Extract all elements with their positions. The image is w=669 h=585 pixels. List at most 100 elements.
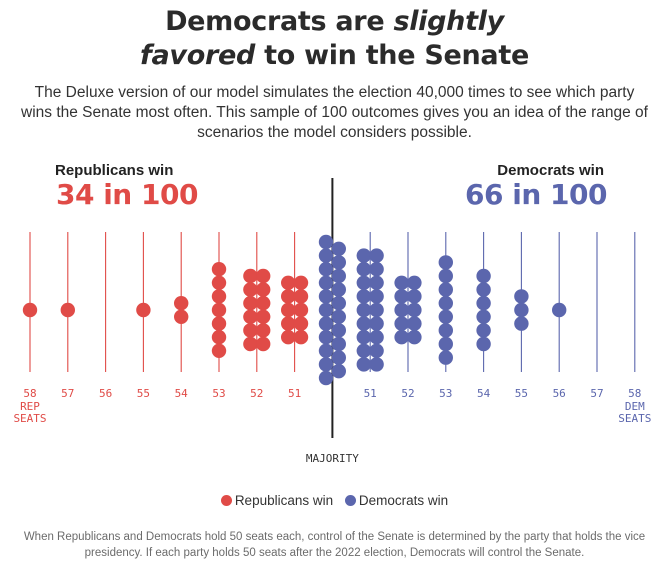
outcome-dot-rep-52 [243, 336, 258, 352]
outcome-dot-rep-51 [293, 289, 309, 304]
outcome-dot-rep-52 [243, 309, 258, 324]
outcome-dot-rep-54 [174, 296, 189, 311]
outcome-dot-dem-50 [331, 268, 346, 284]
outcome-dot-rep-52 [243, 296, 258, 311]
chart-legend: Republicans win Democrats win [0, 493, 669, 508]
outcome-dot-rep-53 [211, 289, 227, 304]
outcome-dot-dem-56 [552, 302, 567, 318]
outcome-dot-dem-53 [438, 268, 453, 284]
outcome-dot-rep-58 [22, 302, 38, 318]
outcome-dot-rep-52 [256, 282, 271, 297]
outcome-dot-dem-52 [394, 330, 409, 345]
outcome-dot-rep-53 [211, 275, 227, 290]
outcome-dot-dem-50 [318, 234, 334, 250]
outcome-dot-dem-52 [407, 330, 422, 345]
chart-title-line-1: Democrats are slightly [0, 6, 669, 37]
outcome-dot-dem-51 [369, 289, 384, 304]
outcome-dot-dem-51 [369, 330, 384, 345]
outcome-dot-rep-52 [256, 323, 271, 338]
dem-seats-label: SEATS [618, 412, 651, 425]
outcome-dot-dem-51 [356, 330, 371, 345]
outcome-dot-dem-52 [407, 316, 422, 331]
outcome-dot-rep-54 [174, 309, 189, 324]
outcome-dot-dem-51 [356, 262, 371, 277]
outcome-dot-dem-52 [407, 275, 422, 290]
tick-label-rep-55: 55 [137, 387, 150, 400]
chart-title-line-2: favored to win the Senate [0, 40, 669, 71]
legend-item-rep: Republicans win [220, 493, 333, 508]
outcome-dot-dem-54 [476, 282, 491, 297]
outcome-dot-rep-53 [211, 302, 227, 318]
tick-label-rep-54: 54 [175, 387, 189, 400]
title-emphasis: slightly [393, 6, 504, 37]
outcome-dot-rep-51 [281, 275, 296, 290]
outcome-dot-dem-52 [394, 302, 409, 318]
outcome-dot-rep-52 [243, 282, 258, 297]
outcome-dot-dem-51 [356, 289, 371, 304]
outcome-dot-dem-51 [356, 316, 371, 331]
outcome-dot-dem-50 [331, 255, 346, 270]
outcome-dot-dem-52 [407, 289, 422, 304]
rep-probability: 34 in 100 [56, 178, 198, 211]
outcome-dot-rep-51 [293, 302, 309, 318]
outcome-dot-dem-54 [476, 323, 491, 338]
legend-item-dem: Democrats win [344, 493, 449, 508]
outcome-dot-dem-52 [394, 316, 409, 331]
tick-label-dem-55: 55 [515, 387, 528, 400]
outcome-dot-dem-50 [331, 296, 346, 311]
outcome-dot-dem-53 [438, 282, 453, 297]
outcome-dot-dem-51 [369, 262, 384, 277]
legend-dem-label: Democrats win [358, 493, 449, 508]
outcome-dot-dem-50 [318, 289, 334, 304]
outcome-dot-rep-51 [293, 330, 309, 345]
outcome-dot-rep-53 [211, 343, 227, 358]
outcome-dot-dem-51 [369, 343, 384, 358]
outcome-dot-dem-53 [438, 296, 453, 311]
title-text: Democrats are [165, 6, 394, 37]
outcome-dot-rep-53 [211, 316, 227, 331]
outcome-dot-dem-50 [331, 309, 346, 324]
tick-label-dem-57: 57 [590, 387, 603, 400]
tick-label-rep-52: 52 [250, 387, 263, 400]
outcome-dot-dem-51 [356, 302, 371, 318]
outcome-dot-dem-51 [369, 316, 384, 331]
footnote: When Republicans and Democrats hold 50 s… [23, 531, 646, 559]
chart-subtitle: The Deluxe version of our model simulate… [21, 84, 648, 141]
outcome-dot-dem-50 [318, 370, 334, 386]
outcome-dot-rep-51 [293, 275, 309, 290]
outcome-dot-rep-52 [256, 268, 271, 284]
outcome-dot-dem-51 [356, 275, 371, 290]
outcome-dot-dem-50 [331, 364, 346, 379]
outcome-dot-dem-54 [476, 336, 491, 352]
outcome-dot-rep-53 [211, 330, 227, 345]
outcome-dot-dem-54 [476, 268, 491, 284]
outcome-dot-dem-50 [318, 275, 334, 290]
outcome-dot-dem-50 [318, 330, 334, 345]
outcome-dot-rep-53 [211, 262, 227, 277]
outcome-dot-rep-52 [256, 309, 271, 324]
rep-side-label: Republicans win [55, 162, 174, 179]
outcome-dot-dem-51 [369, 357, 384, 372]
title-text-2: to win the Senate [255, 40, 529, 71]
dem-side-label: Democrats win [497, 162, 604, 179]
outcome-dot-rep-57 [60, 302, 75, 318]
rep-seats-label: SEATS [13, 412, 46, 425]
outcome-dot-dem-51 [369, 275, 384, 290]
outcome-dot-rep-51 [293, 316, 309, 331]
tick-label-rep-57: 57 [61, 387, 74, 400]
outcome-dot-dem-50 [331, 323, 346, 338]
legend-dem-dot [344, 495, 356, 506]
outcome-dot-dem-52 [394, 275, 409, 290]
outcome-dot-dem-50 [318, 316, 334, 331]
tick-label-dem-51: 51 [364, 387, 377, 400]
outcome-dot-dem-55 [514, 289, 529, 304]
senate-outcomes-beeswarm: MAJORITY 58 57 56 55 54 53 52 51 51 52 53 54 55 56 57 58… [13, 178, 651, 465]
outcome-dot-dem-51 [369, 302, 384, 318]
tick-label-rep-56: 56 [99, 387, 112, 400]
outcome-dot-dem-51 [369, 248, 384, 263]
outcome-dot-dem-51 [356, 343, 371, 358]
outcome-dot-rep-51 [281, 330, 296, 345]
majority-label: MAJORITY [306, 452, 359, 465]
outcome-dot-dem-50 [318, 302, 334, 318]
outcome-dot-dem-53 [438, 255, 453, 270]
